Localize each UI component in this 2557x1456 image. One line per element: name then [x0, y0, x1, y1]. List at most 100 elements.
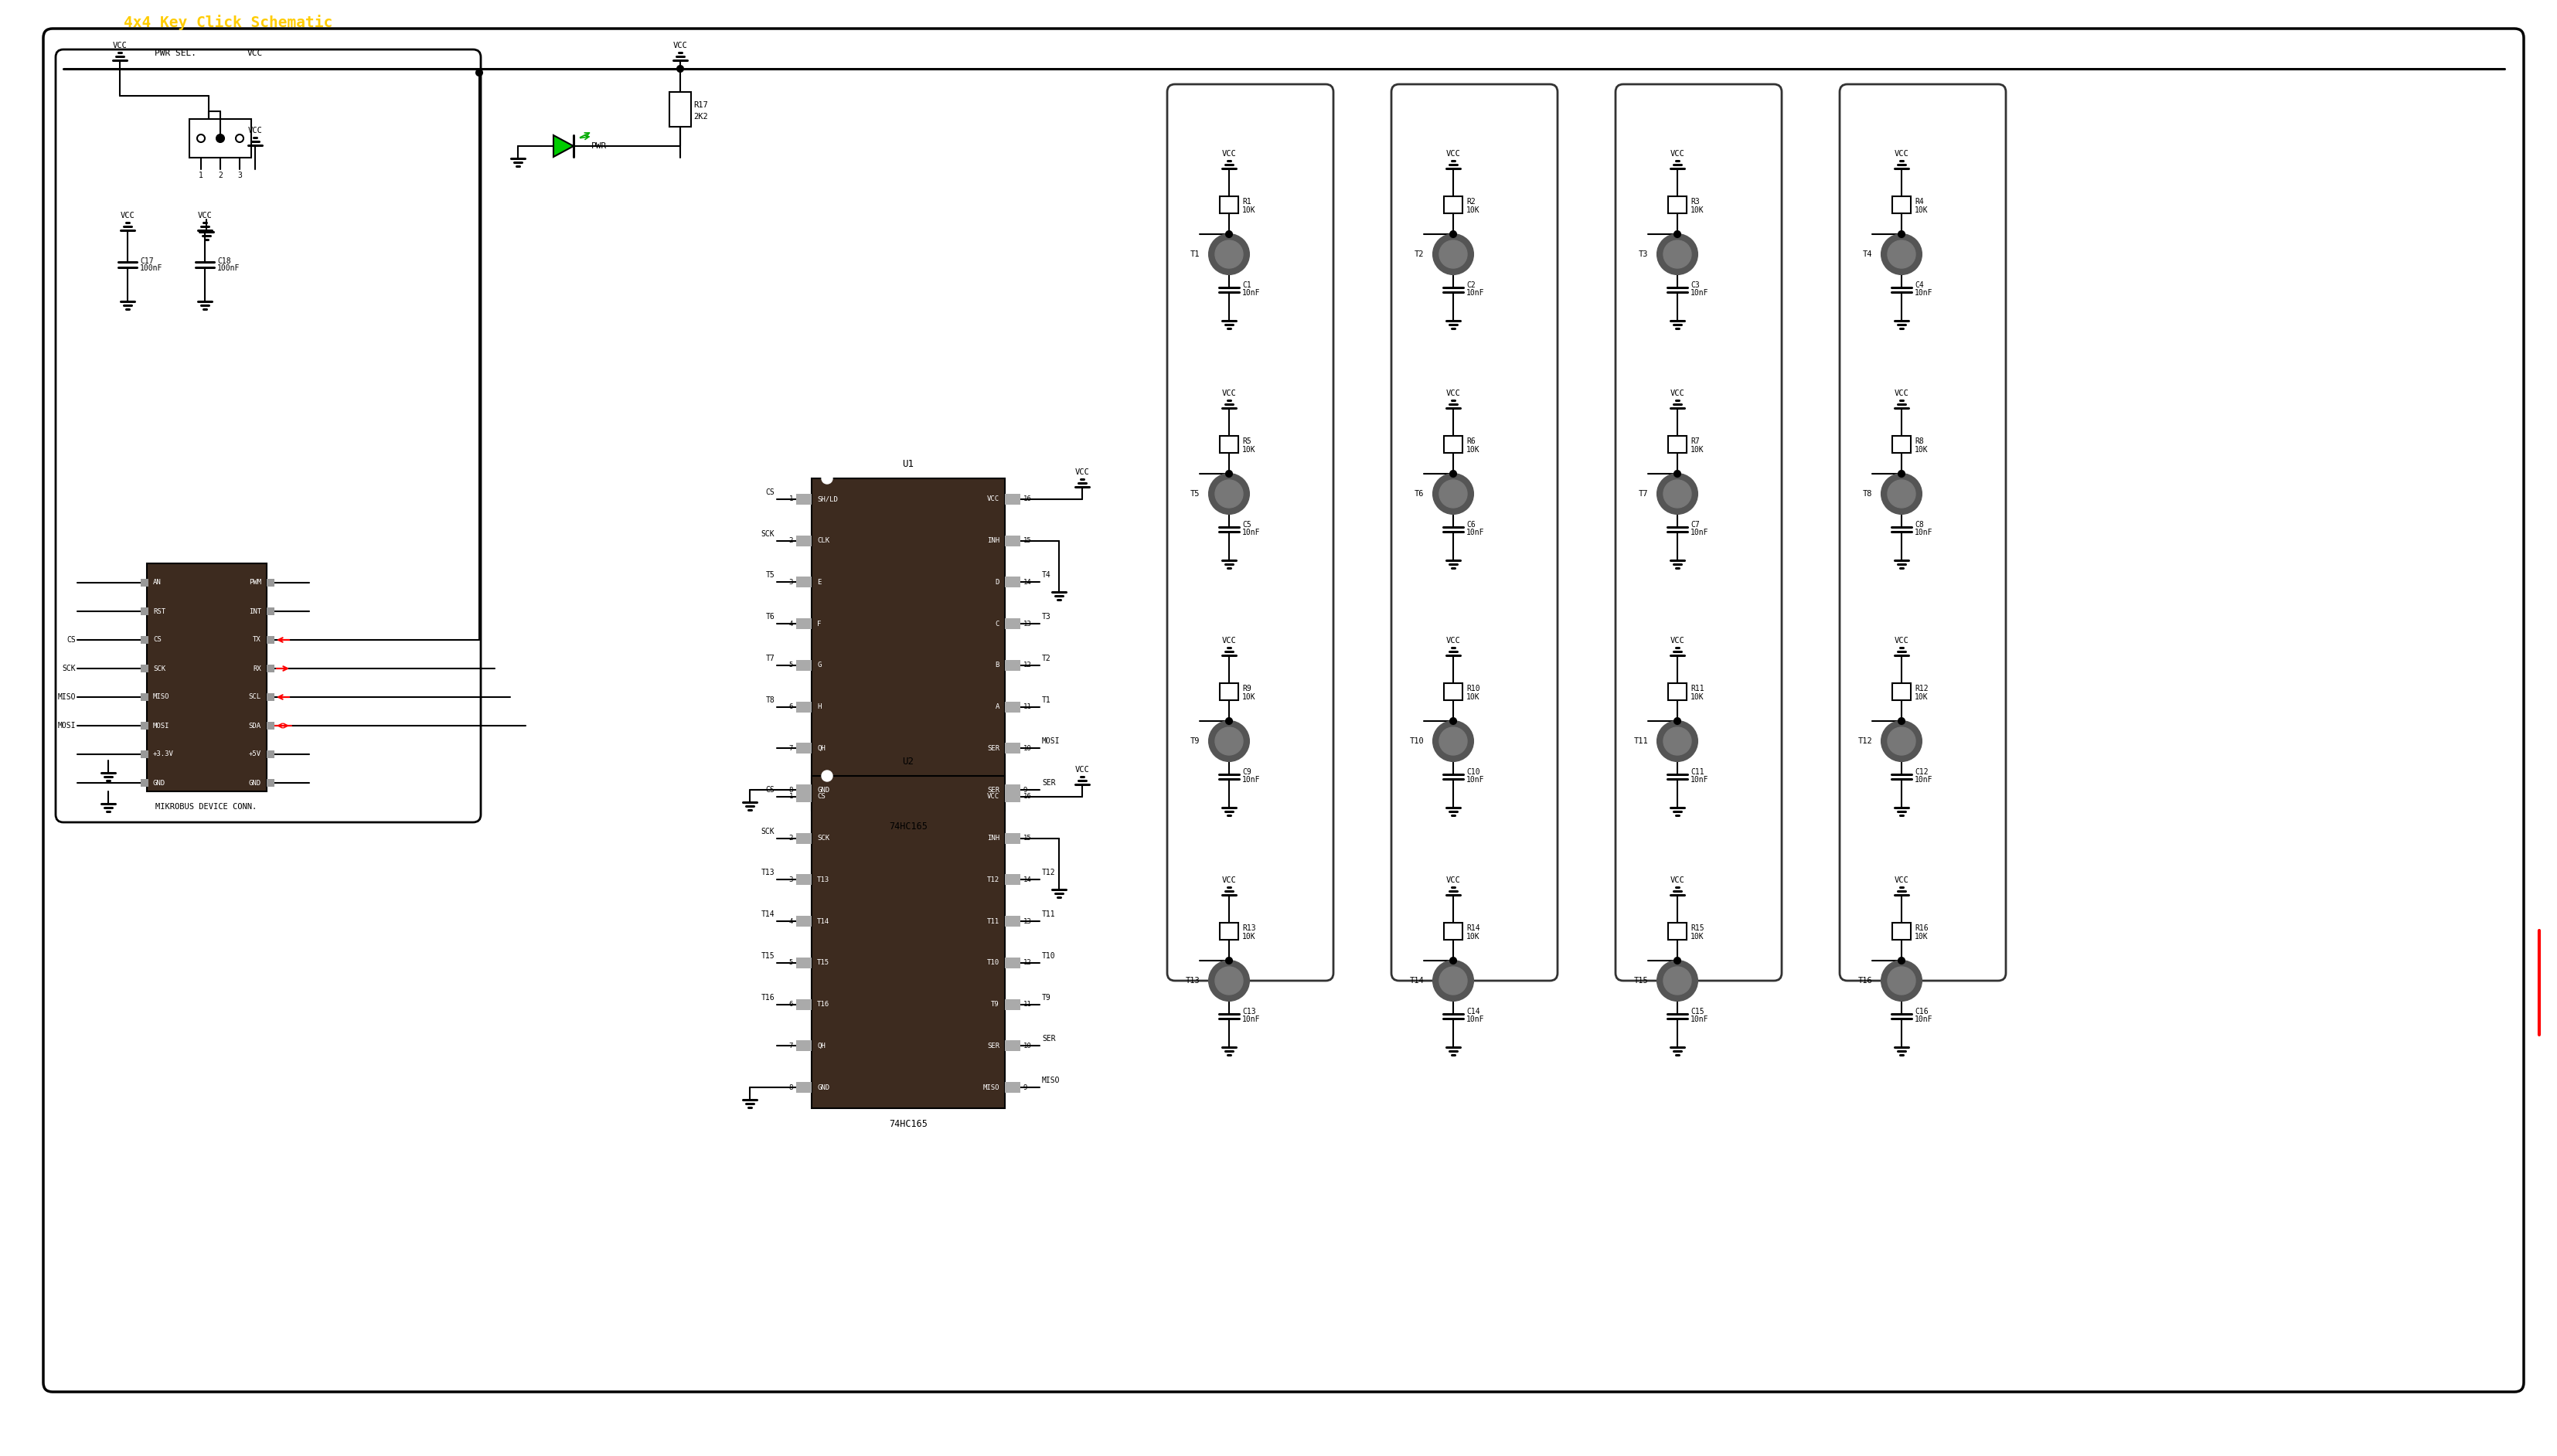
Text: C1: C1 — [1243, 281, 1250, 290]
Circle shape — [1450, 232, 1457, 237]
Bar — [1005, 536, 1020, 546]
Bar — [1220, 197, 1238, 213]
Text: 10: 10 — [1023, 1042, 1030, 1050]
Text: 16: 16 — [1023, 794, 1030, 801]
Text: C10: C10 — [1465, 769, 1481, 776]
Text: TX: TX — [253, 636, 261, 644]
Text: C3: C3 — [1690, 281, 1700, 290]
Text: T10: T10 — [1409, 737, 1424, 745]
Text: 10nF: 10nF — [1915, 529, 1933, 536]
Text: C: C — [995, 620, 1000, 628]
Text: VCC: VCC — [120, 211, 136, 220]
Text: CS: CS — [765, 488, 775, 496]
Circle shape — [1450, 718, 1457, 724]
Text: 9: 9 — [1023, 786, 1028, 794]
Bar — [1220, 683, 1238, 700]
Text: 13: 13 — [1023, 620, 1030, 628]
Circle shape — [1675, 232, 1680, 237]
Circle shape — [1887, 480, 1915, 508]
Text: 10nF: 10nF — [1915, 290, 1933, 297]
Text: T5: T5 — [765, 571, 775, 579]
Circle shape — [821, 473, 834, 483]
Text: SER: SER — [987, 745, 1000, 751]
Bar — [1220, 435, 1238, 453]
Text: INH: INH — [987, 537, 1000, 545]
Bar — [1892, 197, 1910, 213]
Text: T12: T12 — [987, 877, 1000, 884]
Text: 15: 15 — [1023, 537, 1030, 545]
Text: T14: T14 — [818, 917, 828, 925]
Circle shape — [1657, 473, 1698, 514]
Text: 10nF: 10nF — [1243, 529, 1261, 536]
Bar — [1892, 435, 1910, 453]
Text: VCC: VCC — [987, 794, 1000, 801]
Bar — [811, 776, 1005, 1108]
Circle shape — [1432, 721, 1473, 761]
Text: VCC: VCC — [1445, 877, 1460, 884]
Text: T15: T15 — [762, 952, 775, 960]
Circle shape — [1432, 234, 1473, 274]
Bar — [1005, 743, 1020, 754]
Circle shape — [1225, 718, 1232, 724]
Text: 10nF: 10nF — [1690, 776, 1708, 783]
Circle shape — [1657, 234, 1698, 274]
Text: 11: 11 — [1023, 703, 1030, 711]
Text: 10K: 10K — [1243, 933, 1255, 941]
Text: 10K: 10K — [1465, 933, 1481, 941]
Text: MIKROBUS DEVICE CONN.: MIKROBUS DEVICE CONN. — [156, 802, 258, 811]
Text: 10K: 10K — [1243, 693, 1255, 700]
Text: VCC: VCC — [1074, 469, 1089, 476]
Text: RST: RST — [153, 607, 166, 614]
Text: 100nF: 100nF — [141, 265, 164, 272]
Text: C18: C18 — [217, 258, 230, 265]
Circle shape — [1897, 232, 1905, 237]
Bar — [1667, 683, 1688, 700]
Polygon shape — [552, 135, 573, 157]
Circle shape — [1657, 961, 1698, 1000]
Text: VCC: VCC — [248, 127, 263, 134]
Text: D: D — [995, 578, 1000, 585]
Bar — [795, 702, 811, 712]
Text: T8: T8 — [765, 696, 775, 703]
Text: R14: R14 — [1465, 925, 1481, 932]
Text: T14: T14 — [1409, 977, 1424, 984]
Bar — [141, 722, 148, 729]
Text: 10nF: 10nF — [1465, 529, 1486, 536]
Text: VCC: VCC — [248, 50, 263, 57]
Text: 10K: 10K — [1465, 693, 1481, 700]
Text: C7: C7 — [1690, 521, 1700, 529]
Text: QH: QH — [818, 1042, 826, 1050]
Text: QH: QH — [818, 745, 826, 751]
Circle shape — [1209, 721, 1250, 761]
Text: R16: R16 — [1915, 925, 1928, 932]
Bar — [1005, 875, 1020, 885]
Text: T16: T16 — [1856, 977, 1872, 984]
Text: T12: T12 — [1041, 869, 1056, 877]
Text: R12: R12 — [1915, 684, 1928, 693]
Text: C15: C15 — [1690, 1008, 1703, 1015]
Text: T13: T13 — [1184, 977, 1199, 984]
Text: CS: CS — [818, 794, 826, 801]
Text: 4x4 Key Click Schematic: 4x4 Key Click Schematic — [123, 15, 332, 31]
Text: T2: T2 — [1414, 250, 1424, 258]
Circle shape — [1432, 473, 1473, 514]
Circle shape — [1675, 470, 1680, 476]
Text: T16: T16 — [762, 993, 775, 1002]
Bar — [1005, 916, 1020, 926]
Bar — [1005, 833, 1020, 843]
Text: SER: SER — [1041, 1035, 1056, 1042]
Text: SCK: SCK — [762, 827, 775, 836]
Bar — [795, 958, 811, 968]
Text: SCK: SCK — [153, 665, 166, 673]
Bar — [1005, 785, 1020, 795]
Text: SER: SER — [987, 1042, 1000, 1050]
Circle shape — [1209, 961, 1250, 1000]
Text: T1: T1 — [1189, 250, 1199, 258]
Text: T6: T6 — [1414, 491, 1424, 498]
Text: 15: 15 — [1023, 834, 1030, 842]
Text: SCL: SCL — [248, 693, 261, 700]
Text: MISO: MISO — [153, 693, 169, 700]
Text: R13: R13 — [1243, 925, 1255, 932]
Circle shape — [1665, 480, 1690, 508]
Bar — [266, 722, 274, 729]
